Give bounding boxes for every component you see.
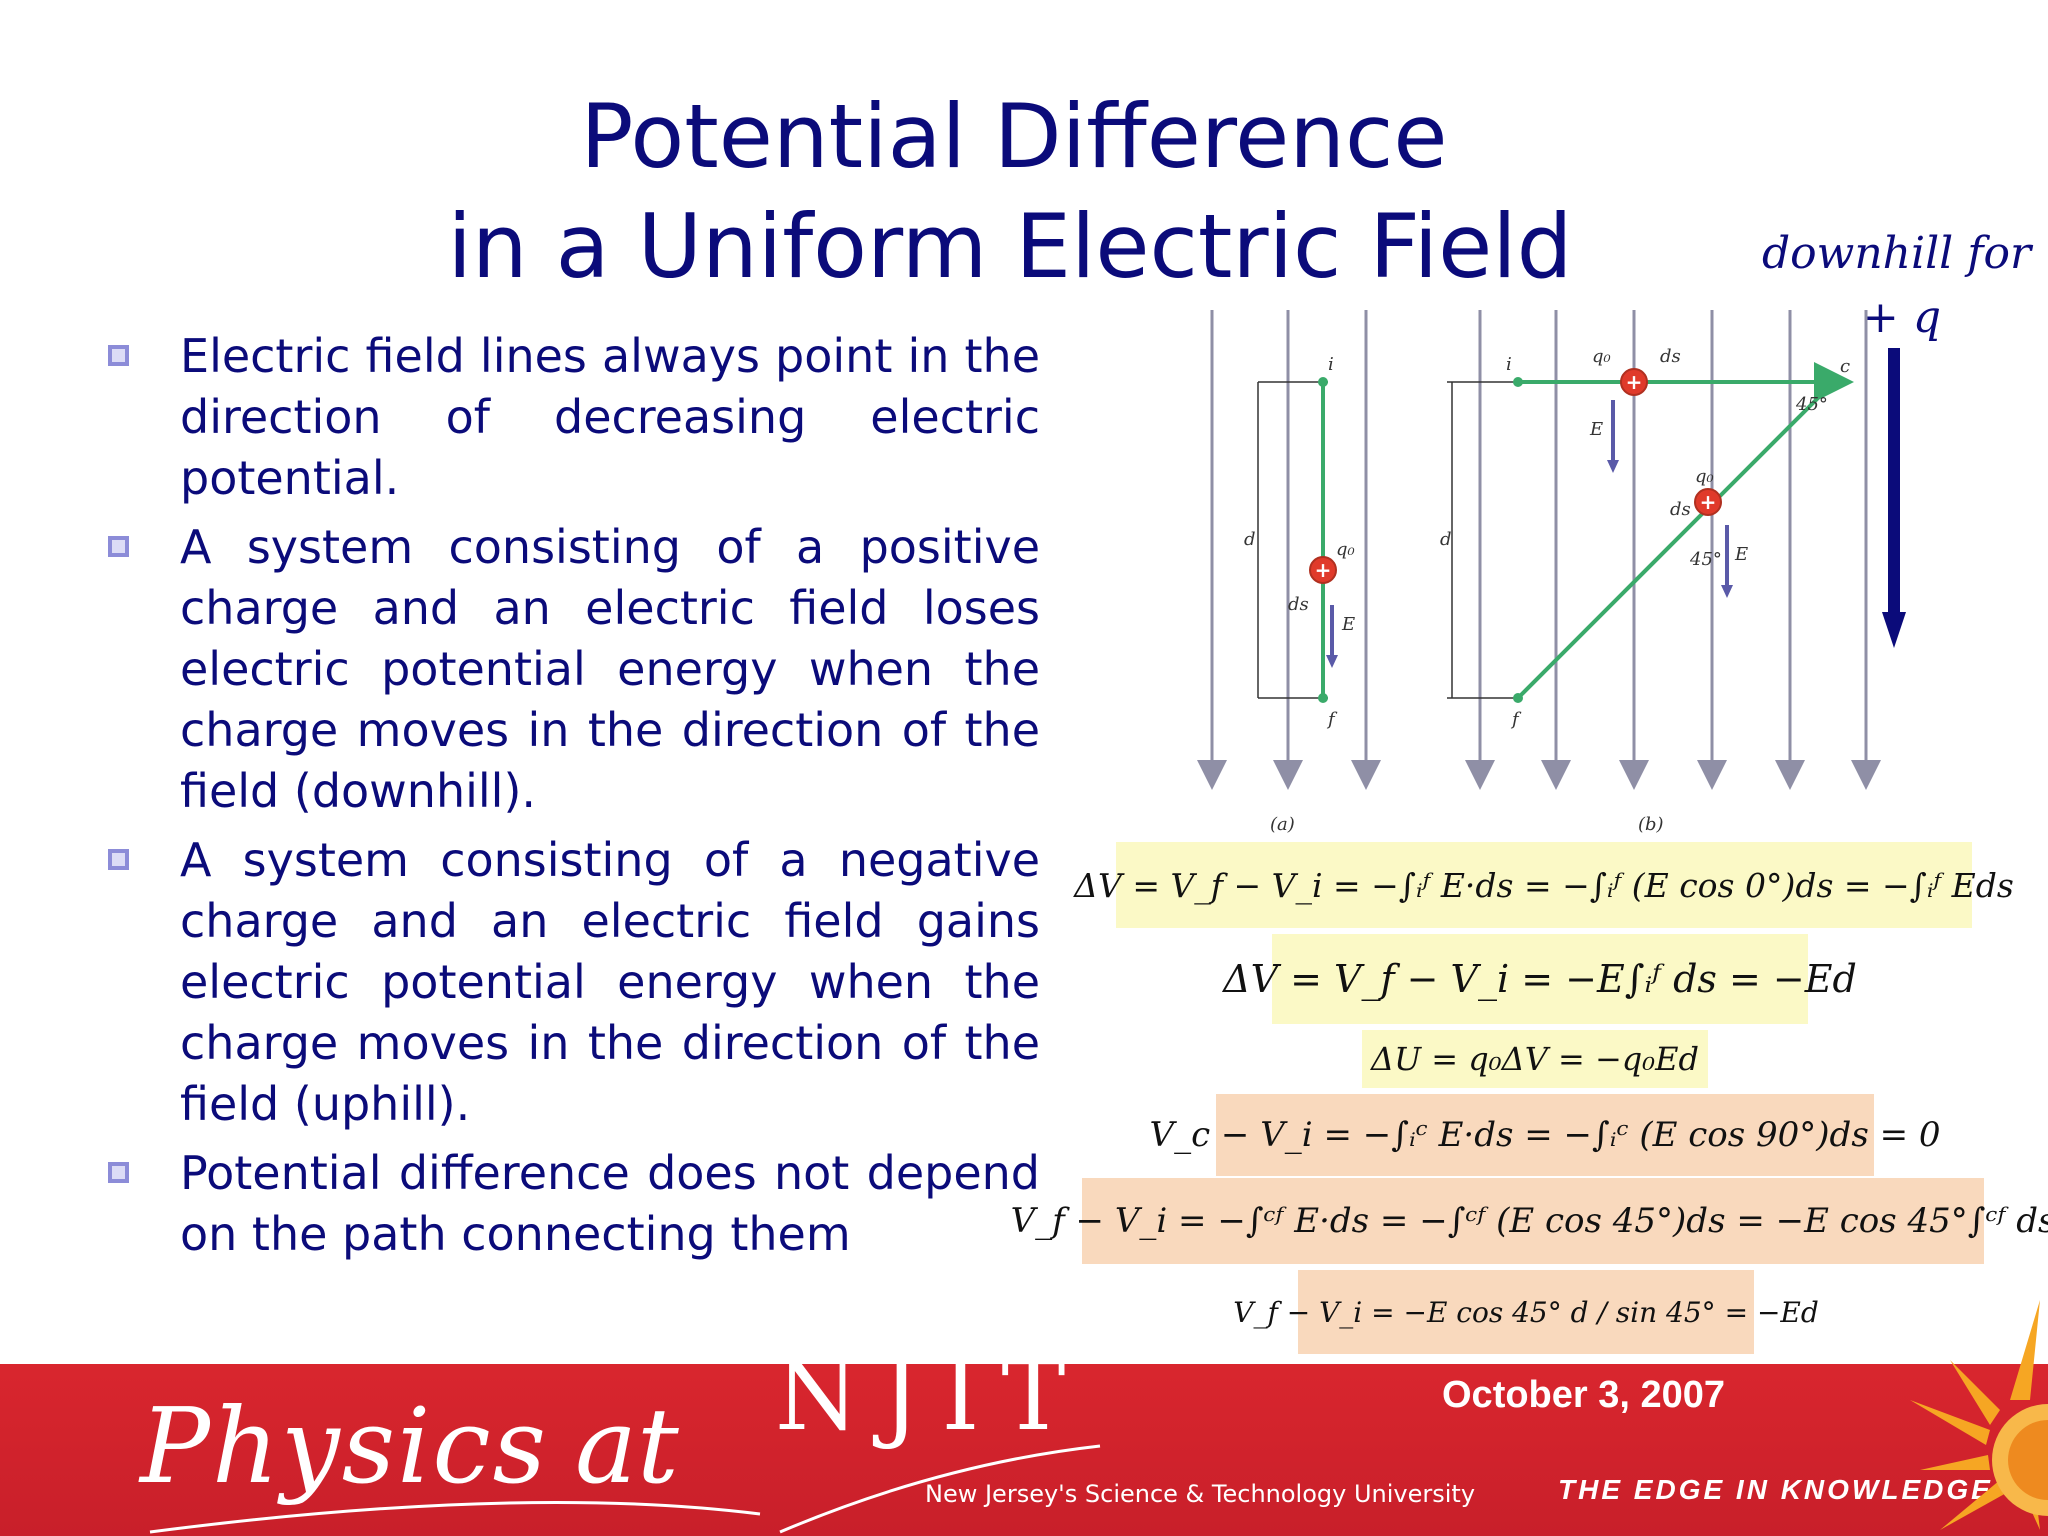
equation-3: ΔU = q₀ΔV = −q₀Ed <box>1362 1030 1708 1088</box>
label-c-b: c <box>1840 356 1850 377</box>
label-panel-b: (b) <box>1638 814 1664 835</box>
label-f-a: f <box>1326 709 1338 730</box>
bullet-square-icon <box>108 536 129 557</box>
bullet-square-icon <box>108 345 129 366</box>
downhill-arrow-shaft <box>1888 348 1900 618</box>
list-item: A system consisting of a positive charge… <box>100 517 1040 822</box>
label-i-b: i <box>1506 354 1512 375</box>
equation-4: V_c − V_i = −∫ᵢᶜ E·ds = −∫ᵢᶜ (E cos 90°)… <box>1150 1094 1941 1176</box>
charge-icon <box>1694 488 1722 516</box>
charge-icon <box>1309 556 1337 584</box>
label-q0-a: q₀ <box>1336 539 1355 560</box>
bullet-text: A system consisting of a positive charge… <box>180 520 1040 818</box>
downhill-note: downhill for <box>1762 228 2032 279</box>
bullet-square-icon <box>108 1162 129 1183</box>
plus-a: + <box>1315 558 1332 582</box>
equation-6: V_f − V_i = −E cos 45° d / sin 45° = −Ed <box>1233 1270 1819 1354</box>
equation-2: ΔV = V_f − V_i = −E∫ᵢᶠ ds = −Ed <box>1223 934 1857 1024</box>
label-E-b1: E <box>1589 419 1603 440</box>
field-diagram: i f d q₀ ds E (a) i f c d q₀ q₀ ds ds E … <box>1197 310 1881 835</box>
list-item: A system consisting of a negative charge… <box>100 830 1040 1135</box>
label-d-a: d <box>1244 529 1256 550</box>
label-ds-b1: ds <box>1660 346 1681 367</box>
list-item: Potential difference does not depend on … <box>100 1143 1040 1265</box>
title-line-2: in a Uniform Electric Field <box>447 195 1573 298</box>
label-E-b2: E <box>1734 544 1748 565</box>
label-i-a: i <box>1328 354 1334 375</box>
label-f-b: f <box>1510 709 1522 730</box>
charge-icon <box>1620 368 1648 396</box>
plus-b2: + <box>1700 490 1717 514</box>
njit-swoosh-icon <box>149 1444 1101 1534</box>
bullet-text: Potential difference does not depend on … <box>180 1146 1040 1261</box>
footer-njit-tagline: New Jersey's Science & Technology Univer… <box>925 1480 1476 1508</box>
equation-1: ΔV = V_f − V_i = −∫ᵢᶠ E·ds = −∫ᵢᶠ (E cos… <box>1074 842 2014 928</box>
equation-5: V_f − V_i = −∫ᶜᶠ E·ds = −∫ᶜᶠ (E cos 45°)… <box>1011 1178 2048 1264</box>
label-ds-a: ds <box>1288 594 1309 615</box>
bullet-text: A system consisting of a negative charge… <box>180 833 1040 1131</box>
footer-njit-logo: NJIT <box>775 1340 1088 1452</box>
footer-date: October 3, 2007 <box>1442 1374 1726 1416</box>
label-q0-b1: q₀ <box>1592 346 1611 367</box>
bullet-square-icon <box>108 849 129 870</box>
label-angle-b1: 45° <box>1795 394 1828 415</box>
charge-note: + q <box>1862 292 1942 343</box>
footer-physics: Physics <box>140 1385 548 1507</box>
footer-at: at <box>575 1385 679 1507</box>
title-line-1: Potential Difference <box>580 85 1448 188</box>
bullet-text: Electric field lines always point in the… <box>180 329 1040 505</box>
label-angle-b2: 45° <box>1689 549 1722 570</box>
plus-b1: + <box>1626 370 1643 394</box>
list-item: Electric field lines always point in the… <box>100 326 1040 509</box>
panel-a-path <box>1257 377 1338 703</box>
footer-slogan: THE EDGE IN KNOWLEDGE <box>1558 1474 1993 1505</box>
bullet-list: Electric field lines always point in the… <box>100 326 1040 1273</box>
label-E-a: E <box>1341 614 1355 635</box>
slide-title: Potential Difference in a Uniform Electr… <box>0 82 2048 302</box>
label-d-b: d <box>1440 529 1452 550</box>
downhill-arrow-head-icon <box>1882 612 1906 648</box>
panel-b-path <box>1447 362 1854 703</box>
label-ds-b2: ds <box>1670 499 1691 520</box>
sun-logo-icon <box>1910 1300 2048 1530</box>
footer-bar <box>0 1364 2048 1536</box>
label-q0-b2: q₀ <box>1695 466 1714 487</box>
label-panel-a: (a) <box>1270 814 1295 835</box>
